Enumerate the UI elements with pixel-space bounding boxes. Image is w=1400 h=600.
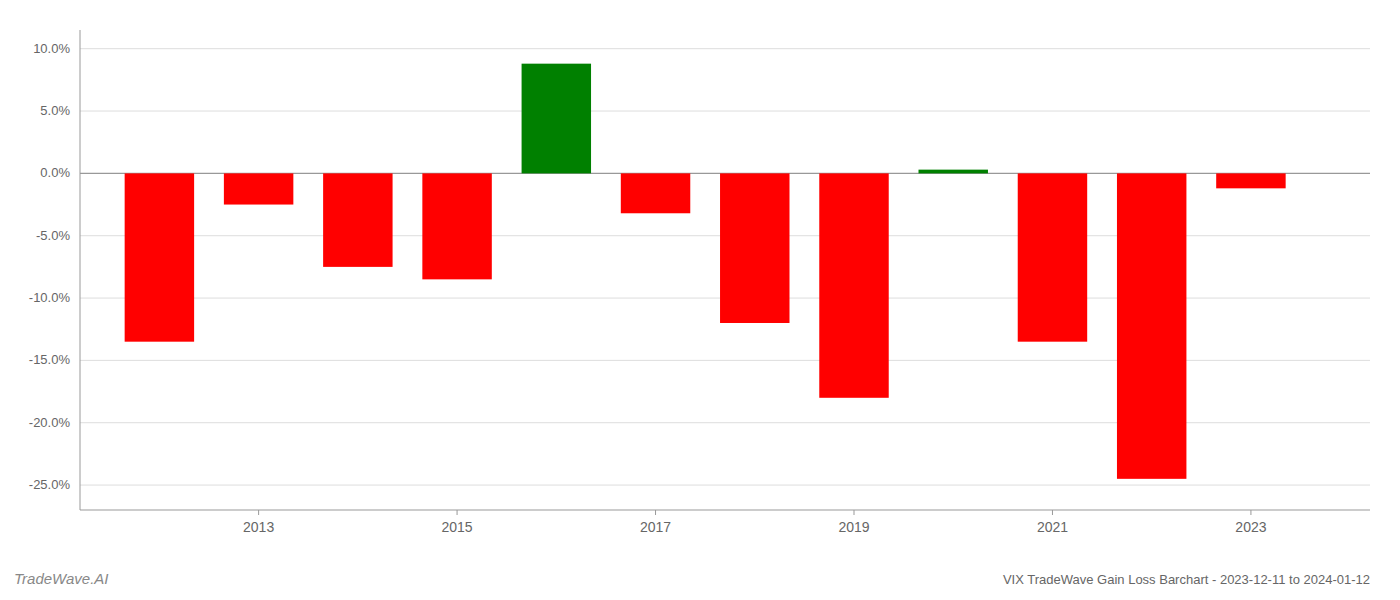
y-tick-label: 10.0% — [33, 41, 70, 56]
y-axis-line — [80, 30, 81, 510]
bar — [1117, 173, 1186, 478]
y-tick-label: -25.0% — [29, 477, 71, 492]
bar — [1018, 173, 1087, 341]
bar — [522, 64, 591, 174]
x-tick-label: 2019 — [838, 519, 869, 535]
x-tick — [258, 510, 259, 515]
y-tick-label: 0.0% — [40, 165, 70, 180]
bar — [125, 173, 194, 341]
bar — [621, 173, 690, 213]
x-tick — [1052, 510, 1053, 515]
bar — [720, 173, 789, 323]
y-tick-label: -15.0% — [29, 352, 71, 367]
y-tick-label: 5.0% — [40, 103, 70, 118]
bar — [323, 173, 392, 267]
grid-line — [80, 485, 1370, 486]
bar — [1216, 173, 1285, 188]
bar — [919, 170, 988, 174]
x-tick-label: 2017 — [640, 519, 671, 535]
y-axis: -25.0% -20.0% -15.0% -10.0% -5.0% 0.0% 5.0% 10.… — [29, 41, 71, 492]
x-tick-label: 2015 — [441, 519, 472, 535]
bar — [819, 173, 888, 397]
x-axis-line — [80, 510, 1370, 511]
chart-svg: -25.0% -20.0% -15.0% -10.0% -5.0% 0.0% 5.0% 10.… — [0, 0, 1400, 600]
x-tick-label: 2023 — [1235, 519, 1266, 535]
x-tick-label: 2013 — [243, 519, 274, 535]
bars — [125, 64, 1286, 479]
watermark: TradeWave.AI — [14, 570, 108, 587]
title: VIX TradeWave Gain Loss Barchart - 2023-… — [1003, 572, 1370, 587]
y-tick-label: -20.0% — [29, 415, 71, 430]
y-tick-label: -10.0% — [29, 290, 71, 305]
bar — [422, 173, 491, 279]
bar — [224, 173, 293, 204]
x-tick-label: 2021 — [1037, 519, 1068, 535]
x-tick — [655, 510, 656, 515]
grid-line — [80, 48, 1370, 49]
x-axis: 2013 2015 2017 2019 2021 2023 — [243, 510, 1267, 535]
chart-container: -25.0% -20.0% -15.0% -10.0% -5.0% 0.0% 5.0% 10.… — [0, 0, 1400, 600]
y-tick-label: -5.0% — [36, 228, 70, 243]
x-tick — [854, 510, 855, 515]
x-tick — [1250, 510, 1251, 515]
grid-line — [80, 111, 1370, 112]
x-tick — [457, 510, 458, 515]
grid — [80, 49, 1370, 485]
